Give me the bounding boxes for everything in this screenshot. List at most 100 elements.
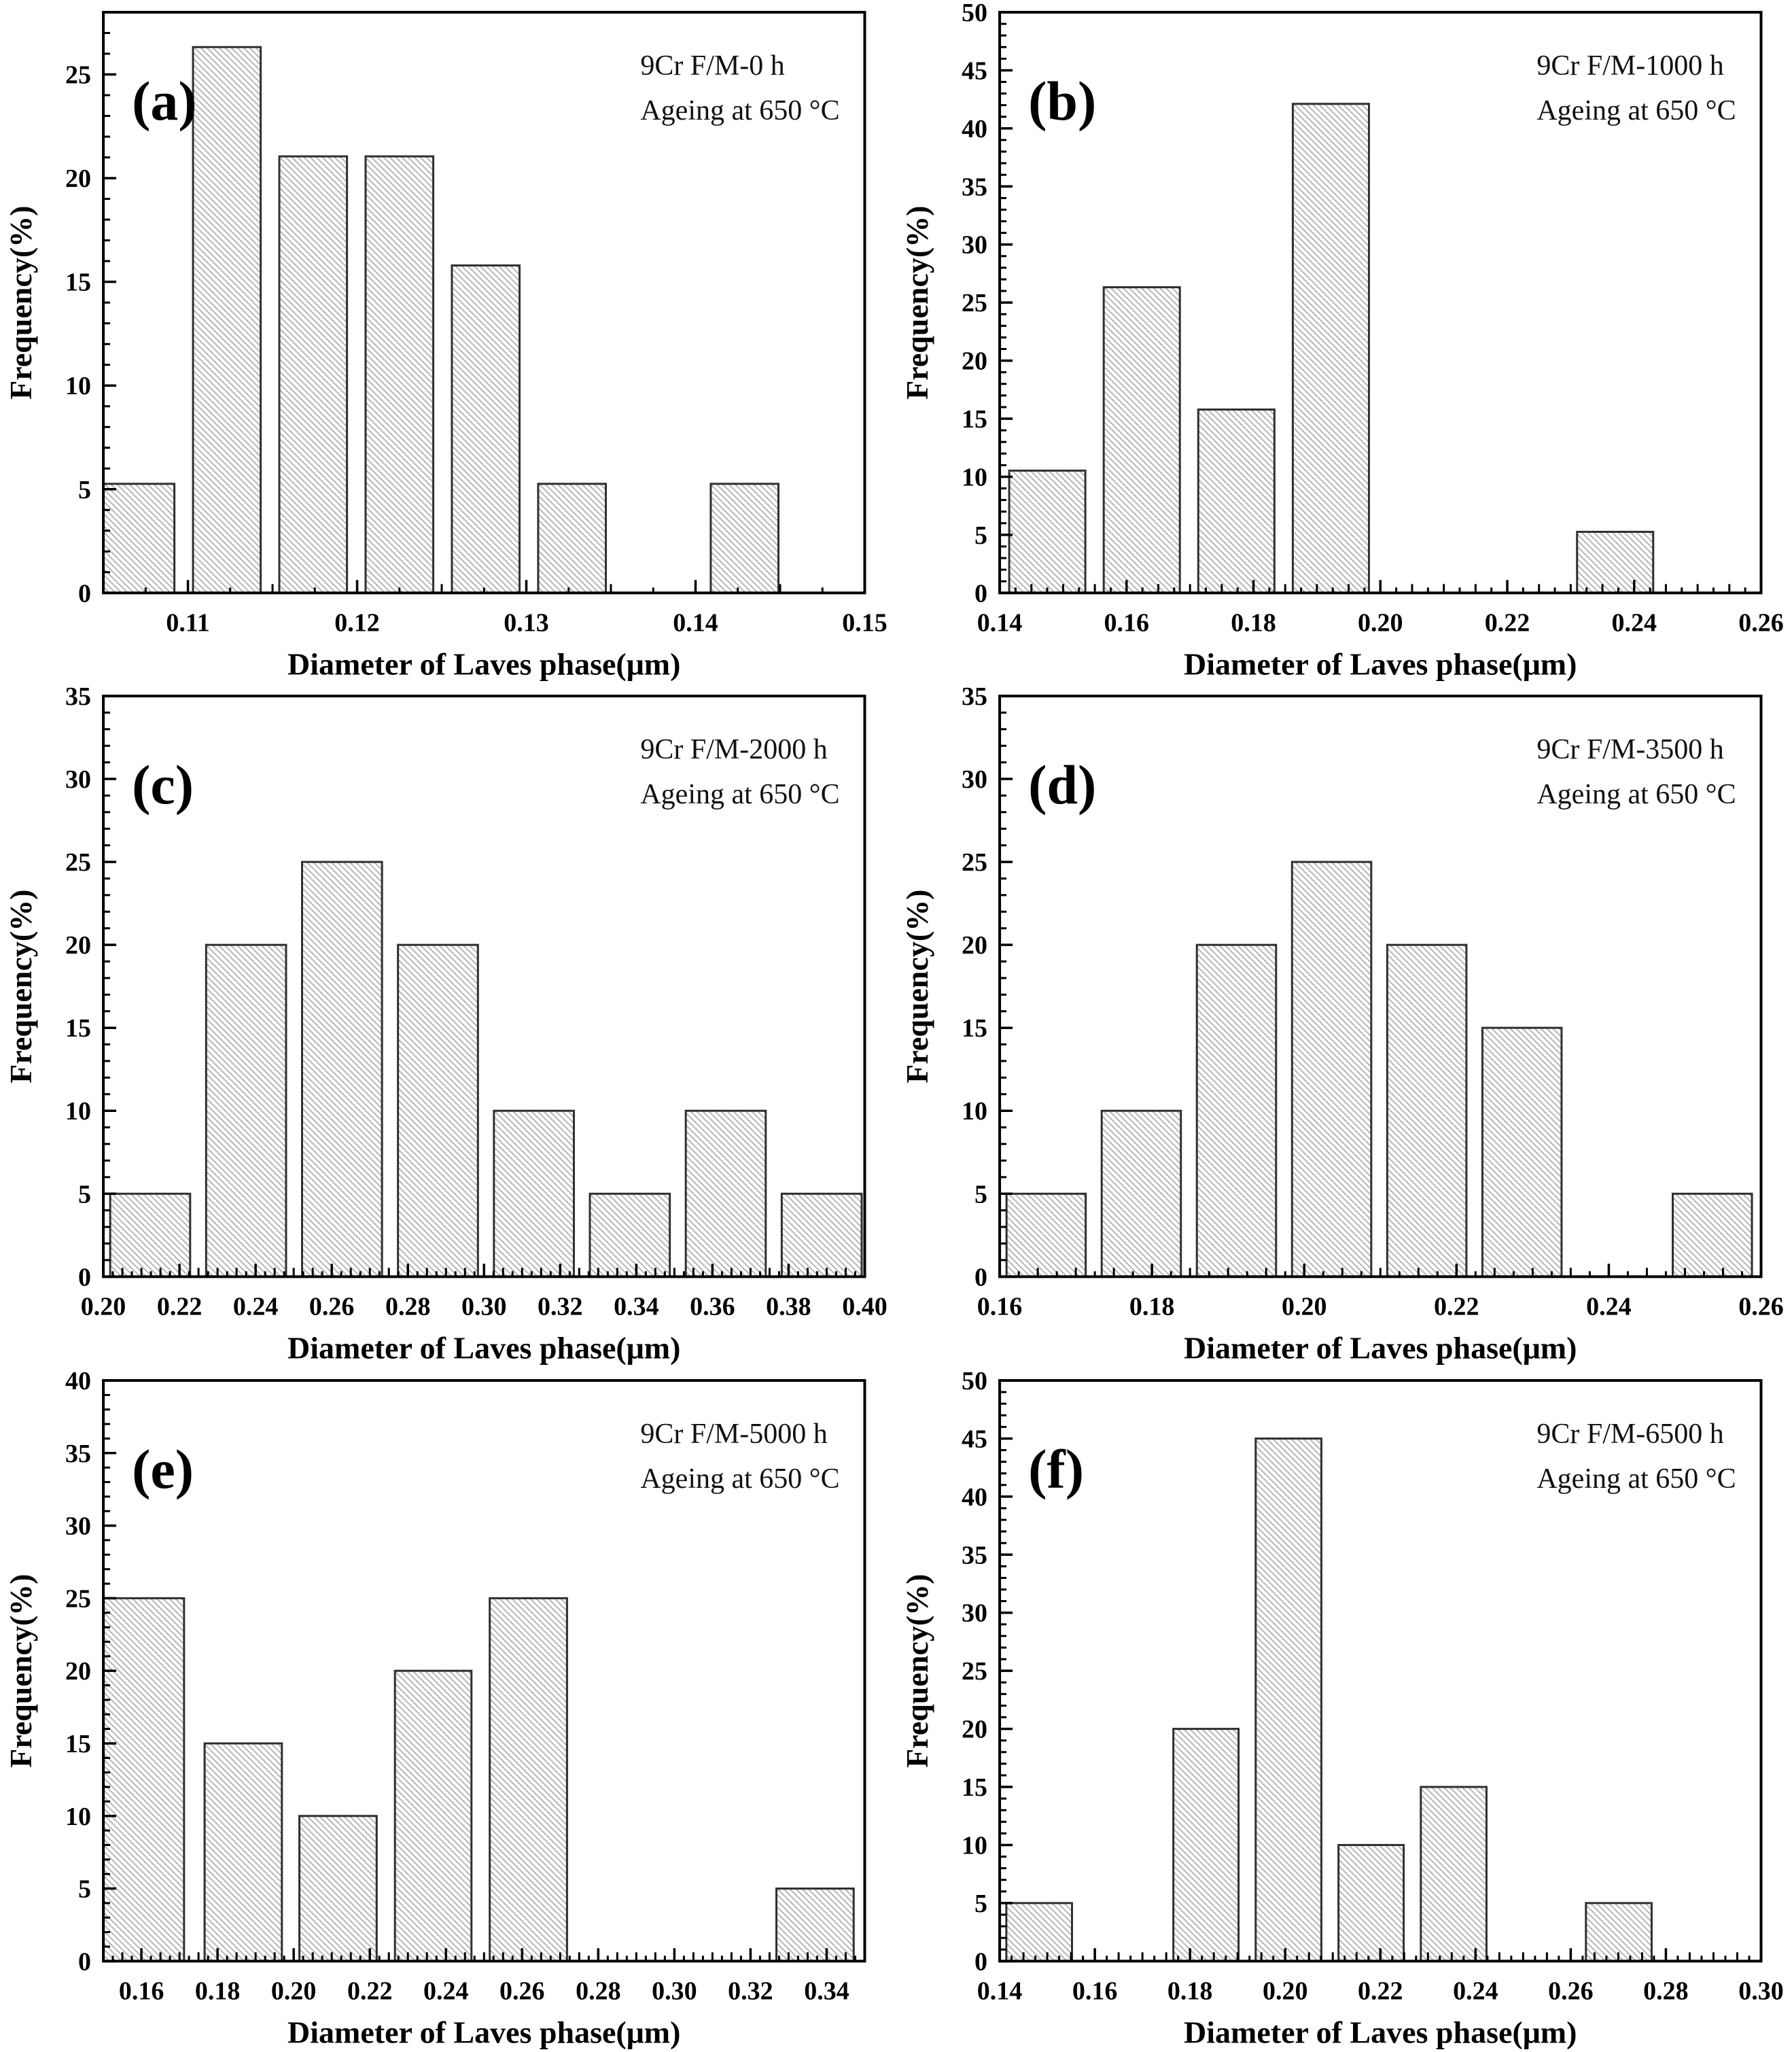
y-tick-label: 0 bbox=[974, 1947, 987, 1976]
y-tick-label: 5 bbox=[78, 1181, 91, 1209]
annotation-line1: 9Cr F/M-5000 h bbox=[640, 1419, 827, 1450]
panel-letter: (f) bbox=[1028, 1438, 1084, 1500]
histogram-bar bbox=[1255, 1438, 1321, 1961]
histogram-bar bbox=[490, 1598, 567, 1961]
y-tick-label: 20 bbox=[962, 347, 987, 376]
y-tick-label: 10 bbox=[65, 372, 91, 400]
x-axis-title: Diameter of Laves phase(μm) bbox=[1184, 2015, 1577, 2049]
histogram-bar bbox=[538, 484, 606, 593]
x-tick-label: 0.30 bbox=[461, 1293, 507, 1321]
x-tick-label: 0.22 bbox=[157, 1293, 203, 1321]
x-tick-label: 0.16 bbox=[977, 1293, 1022, 1321]
histogram-bar bbox=[1292, 862, 1371, 1276]
y-tick-label: 30 bbox=[962, 231, 987, 260]
y-tick-label: 35 bbox=[65, 1440, 91, 1468]
histogram-bar bbox=[1482, 1028, 1562, 1277]
x-axis-title: Diameter of Laves phase(μm) bbox=[1184, 1331, 1577, 1366]
x-tick-label: 0.13 bbox=[504, 608, 549, 637]
y-tick-label: 5 bbox=[974, 1181, 987, 1209]
x-tick-label: 0.24 bbox=[1453, 1977, 1498, 2005]
histogram-bar bbox=[206, 945, 286, 1277]
histogram-bar bbox=[686, 1111, 766, 1277]
x-tick-label: 0.18 bbox=[195, 1977, 241, 2005]
y-tick-label: 50 bbox=[962, 1368, 987, 1395]
histogram-bar bbox=[1173, 1728, 1238, 1961]
y-tick-label: 25 bbox=[962, 848, 987, 877]
x-tick-label: 0.22 bbox=[1484, 608, 1530, 637]
y-tick-label: 15 bbox=[65, 268, 91, 297]
x-tick-label: 0.34 bbox=[804, 1977, 849, 2005]
histogram-bar bbox=[1006, 1903, 1072, 1961]
histogram-bar bbox=[494, 1111, 574, 1277]
histogram-bar bbox=[711, 484, 779, 593]
histogram-bar bbox=[1006, 1194, 1086, 1277]
x-tick-label: 0.14 bbox=[977, 608, 1022, 637]
annotation-line1: 9Cr F/M-3500 h bbox=[1536, 734, 1723, 765]
x-tick-label: 0.24 bbox=[233, 1293, 279, 1321]
histogram-bar bbox=[1672, 1194, 1752, 1277]
y-tick-label: 25 bbox=[65, 848, 91, 877]
annotation-line2: Ageing at 650 °C bbox=[640, 1463, 839, 1495]
x-tick-label: 0.28 bbox=[1643, 1977, 1689, 2005]
y-tick-label: 30 bbox=[65, 765, 91, 794]
bars bbox=[103, 47, 778, 593]
y-tick-label: 10 bbox=[65, 1098, 91, 1126]
y-tick-label: 45 bbox=[962, 1425, 987, 1453]
bars bbox=[110, 862, 862, 1276]
x-axis-title: Diameter of Laves phase(μm) bbox=[287, 646, 680, 681]
x-tick-label: 0.32 bbox=[728, 1977, 773, 2005]
bars bbox=[104, 1598, 854, 1961]
x-axis-title: Diameter of Laves phase(μm) bbox=[1184, 646, 1577, 681]
histogram-bar bbox=[777, 1888, 854, 1961]
x-tick-label: 0.36 bbox=[690, 1293, 735, 1321]
y-tick-label: 35 bbox=[962, 173, 987, 201]
y-tick-label: 10 bbox=[962, 1831, 987, 1860]
panel-letter: (b) bbox=[1028, 70, 1096, 132]
histogram-bar bbox=[1420, 1787, 1486, 1961]
histogram-bar bbox=[279, 156, 347, 593]
panel-letter: (e) bbox=[132, 1438, 194, 1500]
x-tick-label: 0.28 bbox=[385, 1293, 431, 1321]
x-tick-label: 0.20 bbox=[1281, 1293, 1327, 1321]
x-tick-label: 0.28 bbox=[576, 1977, 621, 2005]
x-tick-label: 0.30 bbox=[1738, 1977, 1784, 2005]
x-tick-label: 0.18 bbox=[1231, 608, 1276, 637]
histogram-bar bbox=[302, 862, 382, 1276]
annotation-line1: 9Cr F/M-0 h bbox=[640, 50, 784, 82]
y-tick-label: 30 bbox=[65, 1512, 91, 1540]
y-axis-title: Frequency(%) bbox=[3, 890, 38, 1083]
y-axis-title: Frequency(%) bbox=[900, 1573, 934, 1767]
x-tick-label: 0.26 bbox=[1548, 1977, 1594, 2005]
x-tick-label: 0.24 bbox=[423, 1977, 469, 2005]
x-tick-label: 0.20 bbox=[271, 1977, 317, 2005]
histogram-bar bbox=[1577, 532, 1653, 593]
y-tick-label: 40 bbox=[962, 115, 987, 143]
x-tick-label: 0.30 bbox=[652, 1977, 697, 2005]
y-tick-label: 35 bbox=[962, 1541, 987, 1569]
histogram-bar bbox=[205, 1743, 282, 1961]
x-tick-label: 0.38 bbox=[766, 1293, 811, 1321]
y-tick-label: 10 bbox=[962, 1098, 987, 1126]
x-tick-label: 0.18 bbox=[1129, 1293, 1174, 1321]
histogram-bar bbox=[104, 1598, 184, 1961]
histogram-bar bbox=[1104, 288, 1180, 593]
bars bbox=[1009, 104, 1653, 593]
y-tick-label: 35 bbox=[65, 684, 91, 711]
annotation-line1: 9Cr F/M-1000 h bbox=[1536, 50, 1723, 82]
y-tick-label: 15 bbox=[962, 1773, 987, 1802]
y-axis-title: Frequency(%) bbox=[900, 206, 934, 400]
annotation-line2: Ageing at 650 °C bbox=[640, 95, 839, 126]
histogram-bar bbox=[1198, 410, 1274, 593]
x-tick-label: 0.20 bbox=[1358, 608, 1403, 637]
x-tick-label: 0.14 bbox=[977, 1977, 1022, 2005]
